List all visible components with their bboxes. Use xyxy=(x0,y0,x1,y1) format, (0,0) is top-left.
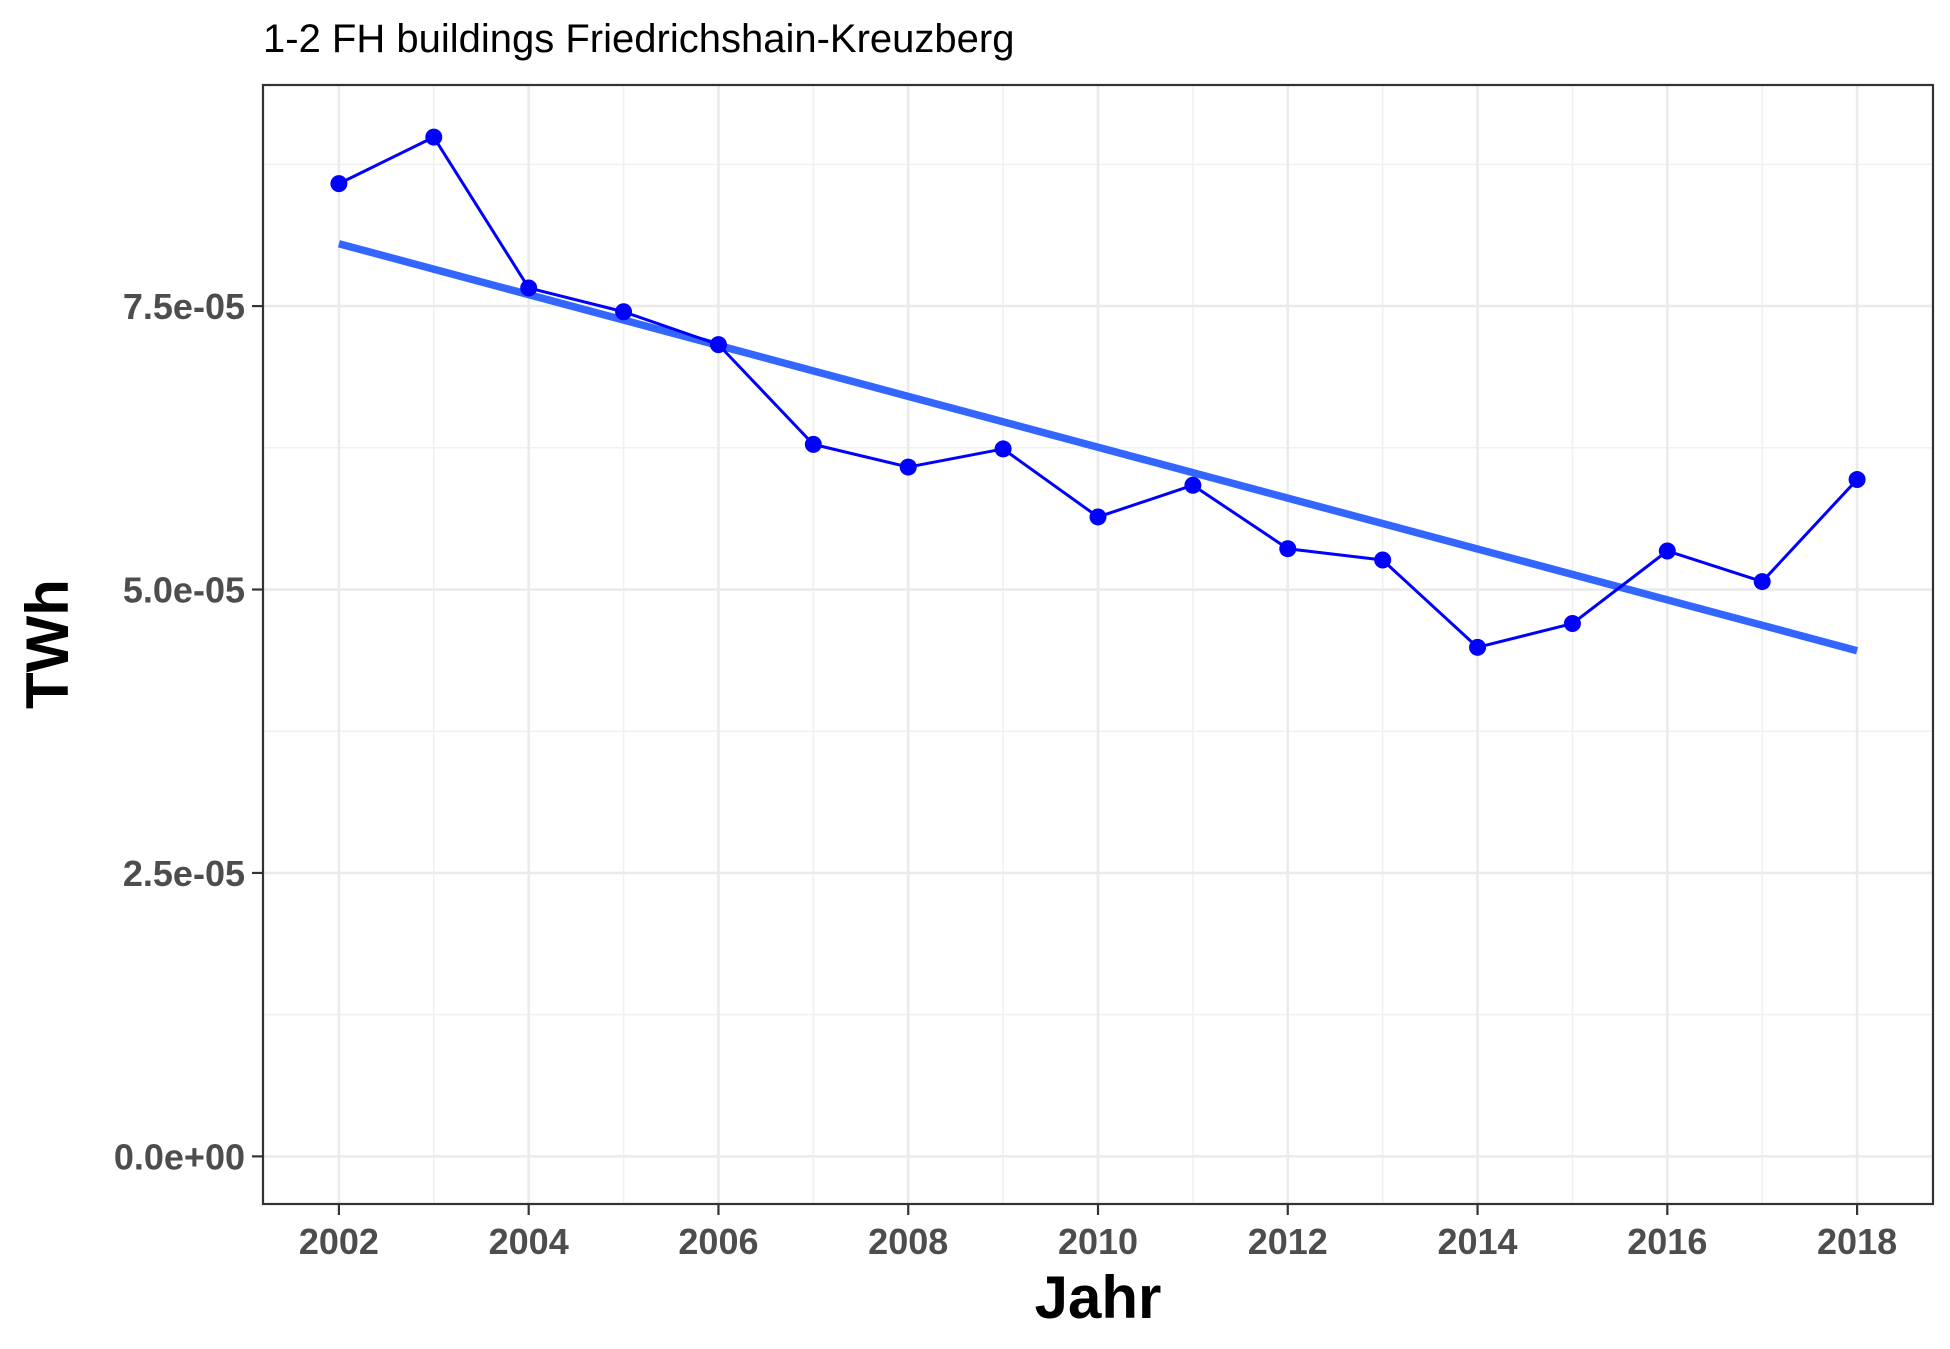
x-tick-label: 2008 xyxy=(868,1221,948,1262)
data-point xyxy=(1753,573,1771,591)
x-axis-title: Jahr xyxy=(1035,1264,1162,1331)
data-point xyxy=(1374,551,1392,569)
x-tick-label: 2016 xyxy=(1627,1221,1707,1262)
x-tick-label: 2002 xyxy=(299,1221,379,1262)
y-axis: 0.0e+00 2.5e-05 5.0e-05 7.5e-05 xyxy=(114,286,263,1177)
trend-layer xyxy=(337,240,1859,655)
x-axis: 2002 2004 2006 2008 2010 2012 2014 2016 2018 xyxy=(299,1204,1897,1262)
y-tick-label: 2.5e-05 xyxy=(123,853,245,894)
data-point xyxy=(899,458,917,476)
data-point xyxy=(709,336,727,354)
y-tick-label: 5.0e-05 xyxy=(123,570,245,611)
data-point xyxy=(994,440,1012,458)
grid-major xyxy=(263,85,1933,1204)
trend-line xyxy=(337,240,1859,655)
data-point xyxy=(1279,540,1297,558)
data-point xyxy=(330,175,348,193)
x-tick-label: 2010 xyxy=(1058,1221,1138,1262)
data-point xyxy=(1469,638,1487,656)
data-point xyxy=(804,435,822,453)
data-point xyxy=(520,279,538,297)
data-point xyxy=(1658,542,1676,560)
data-point xyxy=(1563,615,1581,633)
y-axis-title: TWh xyxy=(14,579,81,709)
x-tick-label: 2018 xyxy=(1817,1221,1897,1262)
chart-title: 1-2 FH buildings Friedrichshain-Kreuzber… xyxy=(263,17,1014,61)
y-tick-label: 0.0e+00 xyxy=(114,1136,245,1177)
series-layer xyxy=(330,128,1866,656)
x-tick-label: 2014 xyxy=(1437,1221,1517,1262)
data-point xyxy=(425,128,443,146)
x-tick-label: 2012 xyxy=(1248,1221,1328,1262)
data-point xyxy=(1848,471,1866,489)
data-point xyxy=(615,303,633,321)
data-point xyxy=(1184,476,1202,494)
x-tick-label: 2006 xyxy=(678,1221,758,1262)
data-point xyxy=(1089,508,1107,526)
y-tick-label: 7.5e-05 xyxy=(123,286,245,327)
x-tick-label: 2004 xyxy=(489,1221,569,1262)
